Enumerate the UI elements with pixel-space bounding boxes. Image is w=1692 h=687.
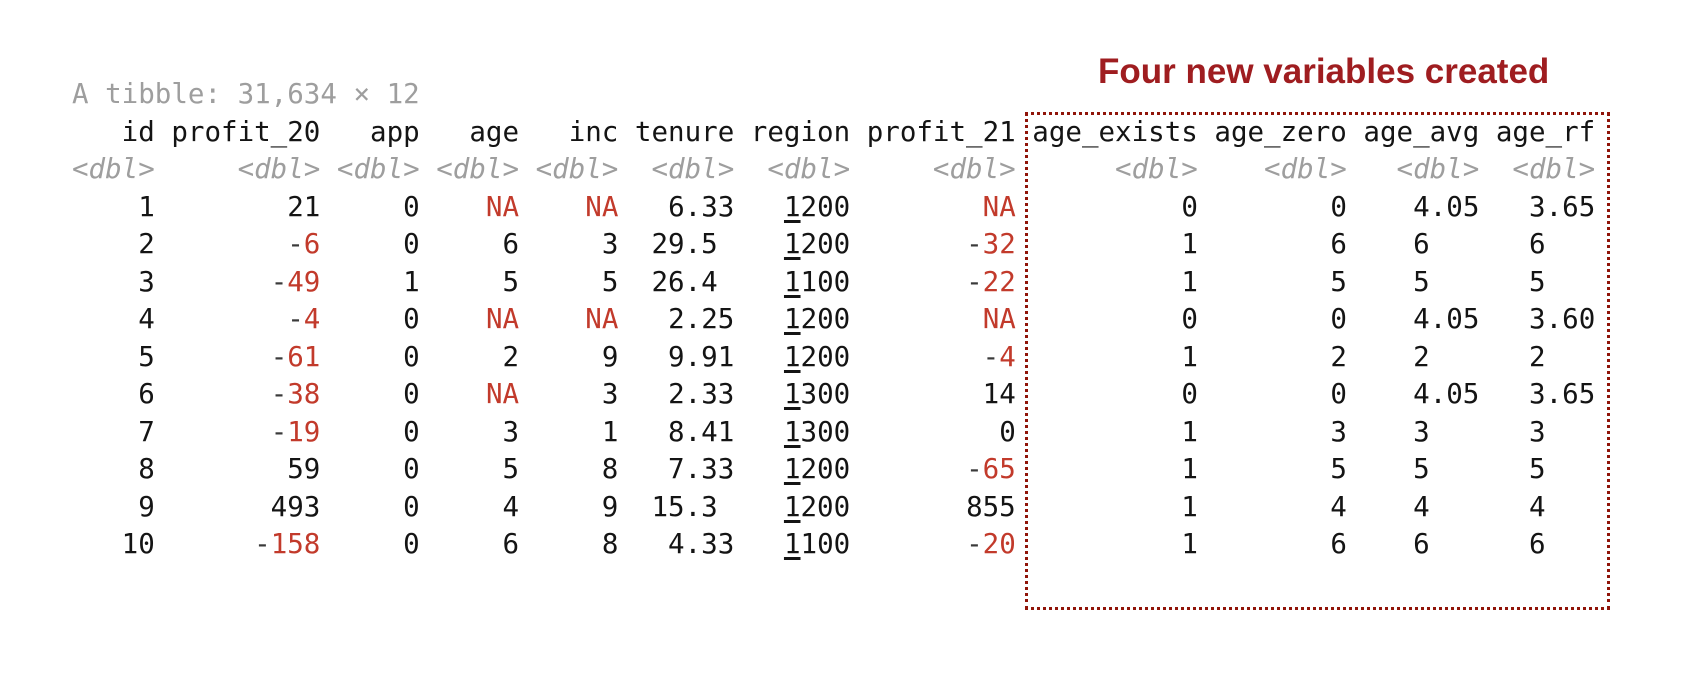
tibble-summary: A tibble: 31,634 × 12	[72, 78, 420, 110]
table-body: 1 21 0 NA NA 6.33 1200 NA 0 0 4.05 3.65 …	[72, 189, 1596, 564]
table-row: 7 -19 0 3 1 8.41 1300 0 1 3 3 3	[72, 415, 1596, 448]
column-types-row: <dbl> <dbl> <dbl> <dbl> <dbl> <dbl> <dbl…	[72, 153, 1596, 185]
table-row: 8 59 0 5 8 7.33 1200 -65 1 5 5 5	[72, 453, 1596, 485]
table-row: 9 493 0 4 9 15.3 1200 855 1 4 4 4	[72, 490, 1596, 523]
annotation-four-new-variables: Four new variables created	[1098, 52, 1550, 91]
column-header-row: id profit_20 app age inc tenure region p…	[72, 115, 1596, 148]
table-row: 5 -61 0 2 9 9.91 1200 -4 1 2 2 2	[72, 340, 1596, 373]
table-row: 10 -158 0 6 8 4.33 1100 -20 1 6 6 6	[72, 528, 1596, 560]
table-row: 4 -4 0 NA NA 2.25 1200 NA 0 0 4.05 3.60	[72, 303, 1596, 335]
table-row: 1 21 0 NA NA 6.33 1200 NA 0 0 4.05 3.65	[72, 190, 1596, 223]
table-row: 2 -6 0 6 3 29.5 1200 -32 1 6 6 6	[72, 228, 1596, 260]
tibble-console-output: A tibble: 31,634 × 12 id profit_20 app a…	[72, 76, 1595, 564]
table-row: 6 -38 0 NA 3 2.33 1300 14 0 0 4.05 3.65	[72, 378, 1596, 410]
table-row: 3 -49 1 5 5 26.4 1100 -22 1 5 5 5	[72, 265, 1596, 298]
